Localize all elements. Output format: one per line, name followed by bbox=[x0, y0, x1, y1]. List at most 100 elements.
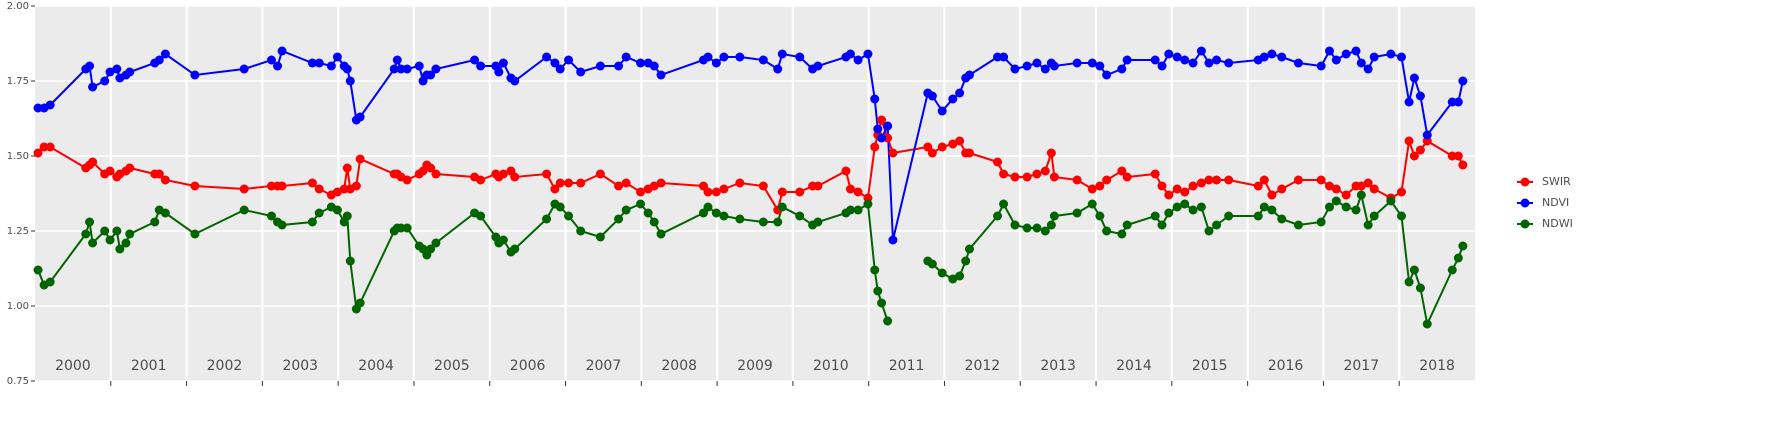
data-point bbox=[1341, 190, 1351, 200]
x-tick-label: 2008 bbox=[661, 358, 697, 374]
data-point bbox=[332, 52, 342, 62]
data-point bbox=[703, 187, 713, 197]
data-point bbox=[326, 61, 336, 71]
data-point bbox=[621, 52, 631, 62]
data-point bbox=[476, 61, 486, 71]
data-point bbox=[1212, 220, 1222, 230]
data-point bbox=[1331, 55, 1341, 65]
data-point bbox=[345, 256, 355, 266]
data-point bbox=[88, 238, 98, 248]
x-tick-label: 2012 bbox=[965, 358, 1001, 374]
data-point bbox=[888, 235, 898, 245]
data-point bbox=[555, 178, 565, 188]
data-point bbox=[1150, 211, 1160, 221]
data-point bbox=[314, 208, 324, 218]
series-line bbox=[37, 116, 1464, 213]
data-point bbox=[498, 169, 508, 179]
data-point bbox=[277, 46, 287, 56]
data-point bbox=[125, 67, 135, 77]
x-tick-label: 2005 bbox=[434, 358, 470, 374]
data-point bbox=[510, 76, 520, 86]
data-point bbox=[813, 217, 823, 227]
data-point bbox=[1396, 187, 1406, 197]
data-point bbox=[621, 205, 631, 215]
data-point bbox=[870, 142, 880, 152]
data-point bbox=[1122, 172, 1132, 182]
data-point bbox=[656, 229, 666, 239]
data-point bbox=[1415, 145, 1425, 155]
data-point bbox=[758, 55, 768, 65]
data-point bbox=[1172, 202, 1182, 212]
data-point bbox=[307, 58, 317, 68]
data-point bbox=[643, 208, 653, 218]
data-point bbox=[614, 214, 624, 224]
data-point bbox=[1404, 136, 1414, 146]
data-point bbox=[1022, 172, 1032, 182]
data-point bbox=[1293, 220, 1303, 230]
data-point bbox=[649, 217, 659, 227]
data-point bbox=[1324, 46, 1334, 56]
data-point bbox=[105, 166, 115, 176]
data-point bbox=[81, 229, 91, 239]
data-point bbox=[948, 139, 958, 149]
data-point bbox=[795, 187, 805, 197]
data-point bbox=[355, 154, 365, 164]
data-point bbox=[1022, 61, 1032, 71]
data-point bbox=[190, 70, 200, 80]
data-point bbox=[1046, 220, 1056, 230]
data-point bbox=[33, 265, 43, 275]
data-point bbox=[1087, 199, 1097, 209]
data-point bbox=[1356, 58, 1366, 68]
data-point bbox=[576, 178, 586, 188]
data-point bbox=[955, 136, 965, 146]
data-point bbox=[1356, 181, 1366, 191]
data-point bbox=[392, 55, 402, 65]
data-point bbox=[1204, 226, 1214, 236]
data-point bbox=[431, 169, 441, 179]
data-point bbox=[342, 64, 352, 74]
data-point bbox=[1095, 181, 1105, 191]
data-point bbox=[1212, 175, 1222, 185]
data-point bbox=[100, 76, 110, 86]
data-point bbox=[389, 64, 399, 74]
data-point bbox=[1409, 265, 1419, 275]
data-point bbox=[307, 178, 317, 188]
data-point bbox=[863, 49, 873, 59]
data-point bbox=[33, 148, 43, 158]
data-point bbox=[927, 148, 937, 158]
data-point bbox=[342, 211, 352, 221]
data-point bbox=[711, 208, 721, 218]
data-point bbox=[993, 211, 1003, 221]
data-point bbox=[510, 172, 520, 182]
x-tick-label: 2004 bbox=[358, 358, 394, 374]
data-point bbox=[877, 133, 887, 143]
data-point bbox=[773, 64, 783, 74]
data-point bbox=[1267, 190, 1277, 200]
data-point bbox=[656, 70, 666, 80]
data-point bbox=[1180, 55, 1190, 65]
data-point bbox=[542, 169, 552, 179]
data-point bbox=[476, 211, 486, 221]
data-point bbox=[342, 163, 352, 173]
data-point bbox=[1087, 184, 1097, 194]
data-point bbox=[1458, 241, 1468, 251]
data-point bbox=[1351, 46, 1361, 56]
x-tick-label: 2014 bbox=[1116, 358, 1152, 374]
data-point bbox=[1316, 217, 1326, 227]
data-point bbox=[332, 205, 342, 215]
data-point bbox=[239, 205, 249, 215]
data-point bbox=[813, 181, 823, 191]
data-point bbox=[937, 268, 947, 278]
data-point bbox=[1386, 196, 1396, 206]
data-point bbox=[845, 184, 855, 194]
data-point bbox=[1212, 55, 1222, 65]
y-tick-label: 0.75 bbox=[7, 376, 29, 387]
data-point bbox=[845, 205, 855, 215]
data-point bbox=[1196, 202, 1206, 212]
data-point bbox=[1386, 49, 1396, 59]
x-tick-label: 2000 bbox=[55, 358, 91, 374]
data-point bbox=[100, 226, 110, 236]
y-tick-label: 1.50 bbox=[7, 151, 29, 162]
data-point bbox=[993, 157, 1003, 167]
data-point bbox=[1095, 211, 1105, 221]
